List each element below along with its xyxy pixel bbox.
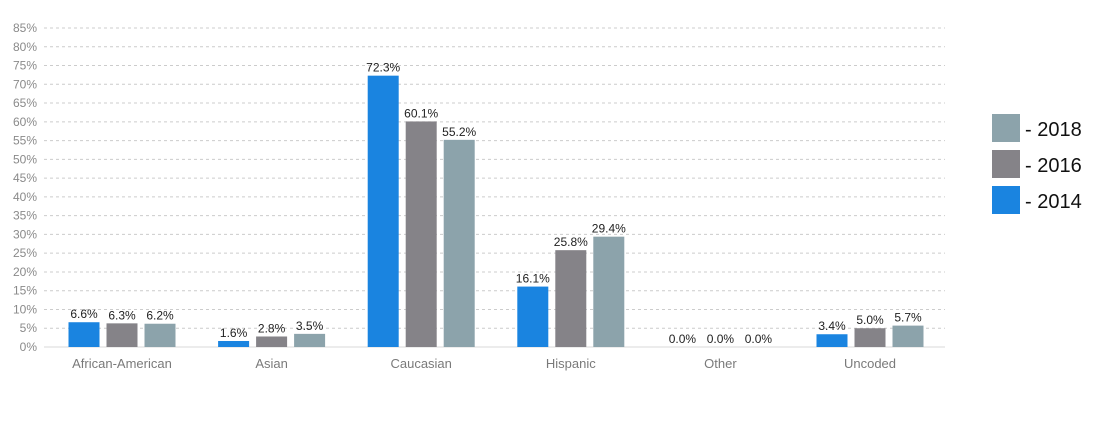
data-label: 2.8%	[258, 321, 286, 335]
y-tick-label: 55%	[13, 134, 37, 148]
y-tick-label: 80%	[13, 40, 37, 54]
x-category-label: African-American	[72, 356, 172, 371]
bars	[68, 75, 924, 347]
data-label: 5.7%	[894, 311, 922, 325]
bar-hispanic-2016[interactable]	[555, 250, 587, 347]
data-label: 0.0%	[669, 332, 697, 346]
bar-caucasian-2014[interactable]	[367, 75, 399, 347]
x-category-label: Hispanic	[546, 356, 596, 371]
legend-label: - 2018	[1025, 119, 1082, 141]
y-tick-label: 20%	[13, 265, 37, 279]
data-labels: 6.6% 6.3% 6.2% 1.6% 2.8% 3.5% 72.3% 60.1% 55.2% 1…	[70, 61, 922, 346]
legend-label: - 2014	[1025, 191, 1082, 213]
y-tick-label: 60%	[13, 115, 37, 129]
legend-swatch	[992, 114, 1020, 142]
y-tick-label: 10%	[13, 302, 37, 316]
bar-hispanic-2014[interactable]	[517, 286, 549, 347]
legend-item-2018[interactable]: - 2018	[992, 114, 1082, 142]
legend-swatch	[992, 186, 1020, 214]
y-tick-label: 15%	[13, 284, 37, 298]
legend-item-2016[interactable]: - 2016	[992, 150, 1082, 178]
legend[interactable]: - 2018 - 2016 - 2014	[992, 114, 1082, 214]
bar-uncoded-2014[interactable]	[816, 334, 848, 347]
data-label: 6.2%	[146, 309, 174, 323]
x-category-label: Caucasian	[390, 356, 451, 371]
y-tick-label: 85%	[13, 21, 37, 35]
bar-african-american-2018[interactable]	[144, 323, 176, 347]
x-category-label: Other	[704, 356, 737, 371]
y-tick-label: 50%	[13, 152, 37, 166]
data-label: 25.8%	[554, 235, 588, 249]
legend-item-2014[interactable]: - 2014	[992, 186, 1082, 214]
bar-caucasian-2018[interactable]	[443, 139, 475, 347]
y-tick-label: 65%	[13, 96, 37, 110]
bar-asian-2018[interactable]	[294, 333, 326, 347]
x-category-label: Asian	[255, 356, 288, 371]
gridlines	[44, 27, 945, 348]
bar-african-american-2014[interactable]	[68, 322, 100, 347]
data-label: 5.0%	[856, 313, 884, 327]
data-label: 16.1%	[516, 272, 550, 286]
data-label: 3.5%	[296, 319, 324, 333]
data-label: 72.3%	[366, 61, 400, 75]
data-label: 0.0%	[745, 332, 773, 346]
data-label: 29.4%	[592, 222, 626, 236]
legend-label: - 2016	[1025, 155, 1082, 177]
bar-caucasian-2016[interactable]	[405, 121, 437, 347]
y-tick-label: 5%	[20, 321, 38, 335]
y-tick-label: 70%	[13, 77, 37, 91]
bar-uncoded-2018[interactable]	[892, 325, 924, 347]
y-tick-label: 75%	[13, 59, 37, 73]
y-tick-label: 40%	[13, 190, 37, 204]
data-label: 3.4%	[818, 319, 846, 333]
y-tick-label: 45%	[13, 171, 37, 185]
bar-asian-2014[interactable]	[218, 340, 250, 347]
bar-uncoded-2016[interactable]	[854, 328, 886, 347]
x-axis-categories: African-American Asian Caucasian Hispanic Ot…	[72, 356, 896, 371]
data-label: 55.2%	[442, 125, 476, 139]
y-tick-label: 25%	[13, 246, 37, 260]
data-label: 60.1%	[404, 106, 438, 120]
x-category-label: Uncoded	[844, 356, 896, 371]
data-label: 6.3%	[108, 308, 136, 322]
y-axis-ticks: 0% 5% 10% 15% 20% 25% 30% 35% 40% 45% 50% 55% 60% 65%…	[13, 21, 37, 354]
bar-african-american-2016[interactable]	[106, 323, 138, 347]
legend-swatch	[992, 150, 1020, 178]
bar-hispanic-2018[interactable]	[593, 236, 625, 347]
y-tick-label: 30%	[13, 227, 37, 241]
bar-asian-2016[interactable]	[256, 336, 288, 347]
data-label: 6.6%	[70, 307, 98, 321]
y-tick-label: 0%	[20, 340, 38, 354]
data-label: 0.0%	[707, 332, 735, 346]
data-label: 1.6%	[220, 326, 248, 340]
y-tick-label: 35%	[13, 209, 37, 223]
